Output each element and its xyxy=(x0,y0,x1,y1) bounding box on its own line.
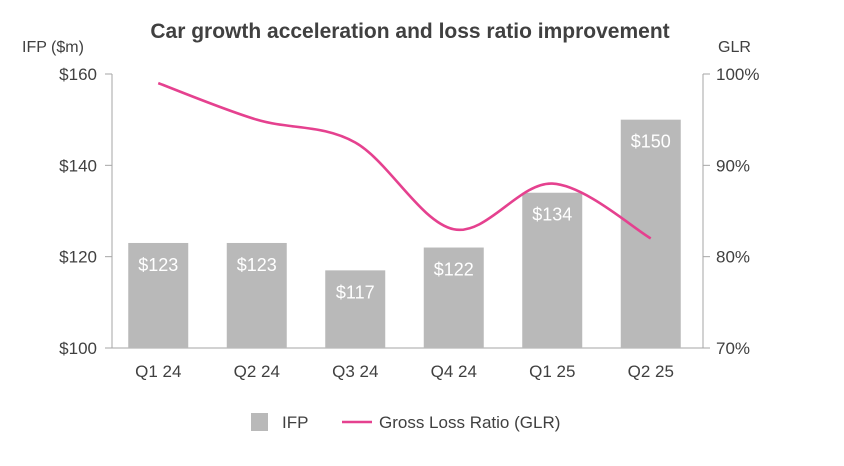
ifp-bar-label: $117 xyxy=(336,282,375,302)
glr-line xyxy=(157,81,652,240)
x-category-label: Q2 25 xyxy=(628,362,674,381)
ifp-bar-label: $123 xyxy=(138,255,178,275)
right-tick-label: 90% xyxy=(716,156,750,175)
ifp-bar xyxy=(620,119,681,349)
x-category-label: Q1 24 xyxy=(135,362,181,381)
ifp-bar-label: $122 xyxy=(434,260,474,280)
right-tick-label: 100% xyxy=(716,65,759,84)
right-axis: 70% 80% 90% 100% xyxy=(702,65,759,358)
left-tick-label: $140 xyxy=(59,156,97,175)
ifp-bars xyxy=(128,119,681,349)
x-category-label: Q4 24 xyxy=(431,362,477,381)
left-tick-label: $120 xyxy=(59,248,97,267)
x-category-label: Q2 24 xyxy=(234,362,280,381)
legend-ifp-swatch xyxy=(251,413,268,431)
left-tick-label: $160 xyxy=(59,65,97,84)
left-tick-label: $100 xyxy=(59,339,97,358)
ifp-bar-labels: $123 $123 $117 $122 $134 $150 xyxy=(138,132,671,303)
left-axis-unit: IFP ($m) xyxy=(22,39,84,56)
x-category-label: Q1 25 xyxy=(529,362,575,381)
x-axis-labels: Q1 24 Q2 24 Q3 24 Q4 24 Q1 25 Q2 25 xyxy=(135,362,674,381)
right-tick-label: 80% xyxy=(716,248,750,267)
ifp-bar xyxy=(522,192,583,348)
ifp-bar xyxy=(423,247,484,348)
ifp-bar-label: $134 xyxy=(532,205,572,225)
legend-glr-label: Gross Loss Ratio (GLR) xyxy=(379,413,560,432)
legend-ifp-label: IFP xyxy=(282,413,308,432)
right-axis-unit: GLR xyxy=(718,39,751,56)
left-axis: $100 $120 $140 $160 xyxy=(59,65,703,358)
chart-title: Car growth acceleration and loss ratio i… xyxy=(150,20,669,43)
x-category-label: Q3 24 xyxy=(332,362,378,381)
right-tick-label: 70% xyxy=(716,339,750,358)
ifp-bar-label: $150 xyxy=(631,132,671,152)
ifp-bar xyxy=(128,242,189,348)
ifp-bar xyxy=(226,242,287,348)
ifp-bar-label: $123 xyxy=(237,255,277,275)
legend: IFP Gross Loss Ratio (GLR) xyxy=(251,413,560,432)
ifp-bar xyxy=(325,270,386,348)
